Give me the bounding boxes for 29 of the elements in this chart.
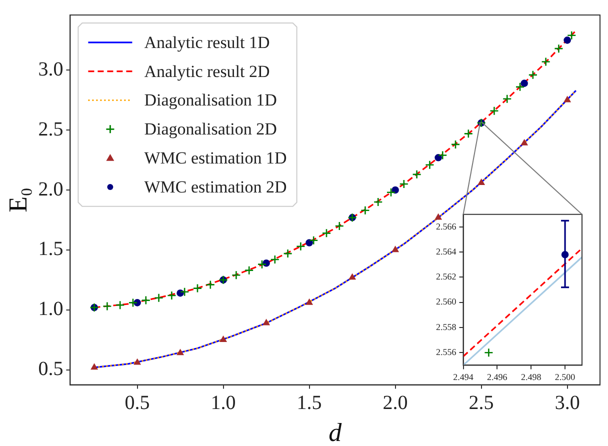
y-tick-label: 2.566 (436, 221, 457, 232)
x-tick-label: 0.5 (124, 392, 150, 414)
y-tick-label: 2.0 (38, 178, 64, 200)
y-tick-label: 2.562 (436, 272, 456, 282)
legend-label: Analytic result 2D (144, 62, 270, 81)
legend-label: WMC estimation 1D (144, 148, 287, 168)
legend-label: Diagonalisation 2D (144, 120, 277, 139)
x-tick-label: 2.500 (554, 372, 576, 382)
y-tick-label: 1.0 (38, 298, 64, 320)
x-tick-label: 2.496 (487, 372, 508, 382)
x-tick-label: 3.0 (554, 392, 580, 414)
y-axis-title: E₀ (3, 187, 32, 212)
y-tick-label: 3.0 (38, 58, 64, 80)
y-tick-label: 2.5 (38, 118, 64, 140)
x-tick-label: 1.5 (296, 392, 322, 414)
x-tick-label: 2.5 (468, 392, 494, 414)
x-axis-title: d (328, 418, 343, 446)
legend-label: Diagonalisation 1D (144, 90, 277, 110)
y-tick-label: 2.564 (436, 246, 457, 256)
y-tick-label: 2.558 (436, 322, 457, 332)
x-tick-label: 2.498 (520, 372, 542, 382)
legend-label: Analytic result 1D (144, 32, 270, 52)
x-tick-label: 2.0 (382, 392, 408, 414)
y-tick-label: 1.5 (38, 238, 64, 260)
y-tick-label: 2.560 (436, 296, 457, 307)
x-tick-label: 2.494 (453, 372, 474, 382)
x-tick-label: 1.0 (210, 392, 236, 414)
y-tick-label: 2.556 (436, 346, 457, 357)
legend-label: WMC estimation 2D (144, 177, 287, 196)
